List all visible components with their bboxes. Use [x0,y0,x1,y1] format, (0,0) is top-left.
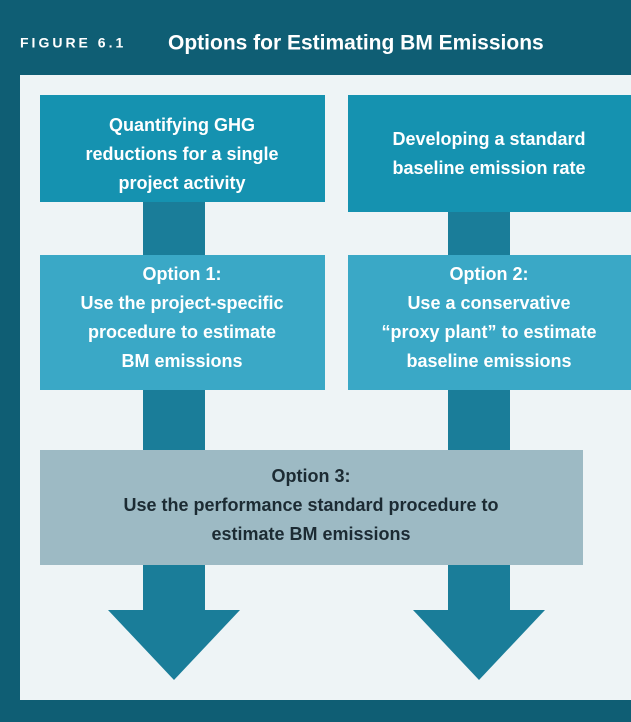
node-label: Use the project-specific [80,293,283,313]
figure-label: FIGURE 6.1 [20,35,126,51]
box [348,255,631,390]
connector [143,388,205,453]
arrow-shaft [143,563,205,613]
node-label: baseline emissions [406,351,571,371]
arrow-head [413,610,545,680]
arrow-head [108,610,240,680]
node-label: Option 2: [450,264,529,284]
box [348,95,631,212]
node-label: Quantifying GHG [109,115,255,135]
node-label: Option 1: [143,264,222,284]
connector [143,200,205,260]
node-label: “proxy plant” to estimate [381,322,596,342]
node-label: procedure to estimate [88,322,276,342]
node-label: estimate BM emissions [211,524,410,544]
node-label: Developing a standard [392,129,585,149]
arrow-shaft [448,563,510,613]
connector [448,210,510,260]
figure-title: Options for Estimating BM Emissions [168,32,544,55]
node-label: project activity [118,173,245,193]
box [40,255,325,390]
box [40,450,583,565]
connector [448,388,510,453]
node-label: Use the performance standard procedure t… [123,495,498,515]
node-label: Use a conservative [407,293,570,313]
node-label: Option 3: [272,466,351,486]
node-label: baseline emission rate [392,158,585,178]
node-label: reductions for a single [85,144,278,164]
box [40,95,325,202]
node-label: BM emissions [121,351,242,371]
